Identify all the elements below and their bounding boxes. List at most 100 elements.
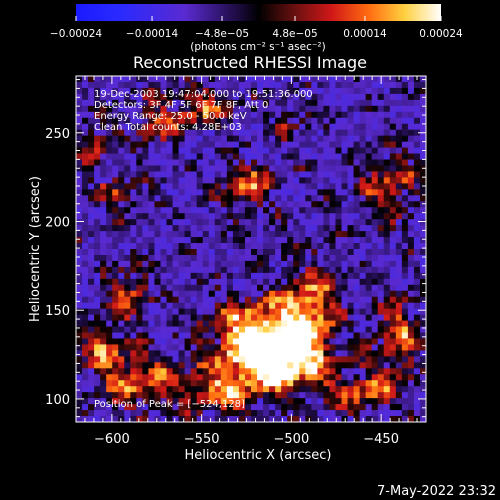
heatmap-cell: [142, 266, 149, 274]
heatmap-cell: [335, 183, 343, 190]
heatmap-cell: [112, 225, 119, 232]
heatmap-cell: [293, 404, 300, 411]
heatmap-cell: [371, 153, 379, 161]
heatmap-cell: [341, 237, 349, 244]
heatmap-cell: [275, 135, 282, 143]
heatmap-cell: [419, 350, 427, 357]
heatmap-cell: [347, 266, 355, 274]
heatmap-cell: [377, 326, 385, 334]
heatmap-cell: [329, 260, 336, 268]
heatmap-cell: [166, 386, 174, 393]
heatmap-cell: [136, 207, 143, 214]
heatmap-cell: [154, 320, 161, 328]
heatmap-cell: [287, 225, 294, 232]
heatmap-cell: [172, 141, 180, 149]
heatmap-cell: [112, 231, 119, 238]
heatmap-cell: [238, 76, 246, 83]
heatmap-cell: [365, 165, 373, 172]
heatmap-cell: [232, 320, 240, 328]
heatmap-cell: [130, 302, 137, 310]
heatmap-cell: [323, 195, 330, 202]
heatmap-cell: [353, 231, 361, 238]
heatmap-cell: [100, 141, 107, 149]
heatmap-cell: [148, 290, 155, 298]
heatmap-cell: [413, 260, 421, 268]
heatmap-cell: [100, 225, 107, 232]
heatmap-cell: [160, 284, 168, 292]
heatmap-cell: [238, 356, 246, 363]
heatmap-cell: [353, 254, 361, 262]
heatmap-cell: [196, 320, 204, 328]
heatmap-cell: [94, 290, 101, 298]
heatmap-cell: [401, 278, 409, 286]
heatmap-cell: [196, 356, 204, 363]
heatmap-cell: [232, 398, 240, 405]
heatmap-cell: [353, 123, 361, 131]
heatmap-cell: [263, 314, 270, 322]
heatmap-cell: [166, 117, 174, 125]
heatmap-cell: [202, 153, 210, 161]
heatmap-cell: [208, 302, 216, 310]
heatmap-cell: [257, 153, 264, 161]
heatmap-cell: [275, 225, 282, 232]
heatmap-cell: [166, 290, 174, 298]
heatmap-cell: [100, 93, 107, 101]
heatmap-cell: [371, 237, 379, 244]
heatmap-cell: [395, 129, 403, 137]
heatmap-cell: [112, 76, 119, 83]
heatmap-cell: [413, 278, 421, 286]
heatmap-cell: [160, 153, 168, 161]
heatmap-cell: [136, 320, 143, 328]
heatmap-cell: [311, 332, 318, 339]
heatmap-cell: [112, 99, 119, 107]
heatmap-cell: [257, 177, 264, 184]
heatmap-cell: [353, 266, 361, 274]
heatmap-cell: [407, 159, 415, 166]
heatmap-cell: [275, 398, 282, 405]
heatmap-cell: [365, 380, 373, 387]
heatmap-cell: [154, 374, 161, 381]
heatmap-cell: [281, 237, 288, 244]
heatmap-cell: [251, 99, 258, 107]
colorbar-tick-label: 4.8e−05: [272, 28, 317, 40]
heatmap-cell: [196, 314, 204, 322]
heatmap-cell: [142, 147, 149, 155]
heatmap-cell: [305, 237, 312, 244]
heatmap-cell: [389, 219, 397, 226]
heatmap-cell: [196, 207, 204, 214]
heatmap-cell: [136, 105, 143, 113]
heatmap-cell: [130, 99, 137, 107]
heatmap-cell: [257, 213, 264, 220]
heatmap-cell: [353, 410, 361, 417]
heatmap-cell: [208, 332, 216, 339]
heatmap-cell: [347, 350, 355, 357]
heatmap-cell: [407, 201, 415, 208]
heatmap-cell: [299, 189, 306, 196]
heatmap-cell: [118, 266, 125, 274]
heatmap-cell: [238, 350, 246, 357]
heatmap-cell: [172, 284, 180, 292]
heatmap-cell: [106, 81, 113, 89]
heatmap-cell: [371, 392, 379, 399]
heatmap-cell: [214, 410, 222, 417]
heatmap-cell: [136, 76, 143, 83]
heatmap-cell: [106, 201, 113, 208]
heatmap-cell: [100, 410, 107, 417]
heatmap-cell: [226, 231, 234, 238]
heatmap-cell: [305, 105, 312, 113]
heatmap-cell: [371, 76, 379, 83]
heatmap-cell: [244, 123, 252, 131]
heatmap-cell: [196, 266, 204, 274]
heatmap-cell: [413, 410, 421, 417]
heatmap-cell: [311, 362, 318, 369]
heatmap-cell: [208, 416, 216, 423]
heatmap-cell: [299, 231, 306, 238]
heatmap-cell: [232, 189, 240, 196]
heatmap-cell: [287, 362, 294, 369]
heatmap-cell: [263, 159, 270, 166]
heatmap-cell: [214, 368, 222, 375]
heatmap-cell: [329, 135, 336, 143]
heatmap-cell: [148, 171, 155, 178]
heatmap-cell: [172, 272, 180, 280]
heatmap-cell: [124, 302, 131, 310]
